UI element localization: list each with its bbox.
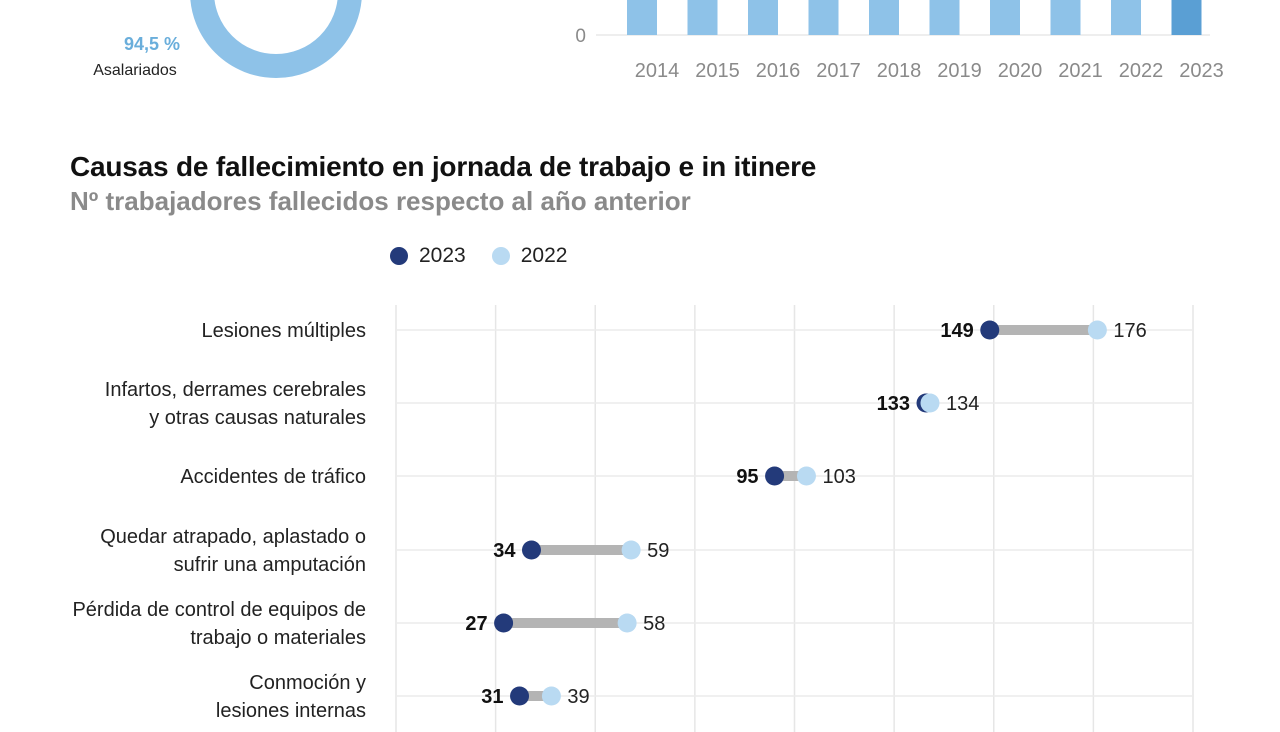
- year-tick-2023: 2023: [1179, 60, 1224, 82]
- year-tick-2021: 2021: [1058, 60, 1103, 82]
- year-tick-2020: 2020: [998, 60, 1043, 82]
- value-label-2022: 39: [567, 686, 589, 708]
- chart-title: Causas de fallecimiento en jornada de tr…: [70, 151, 817, 182]
- year-tick-2017: 2017: [816, 60, 861, 82]
- year-bar-2021: [1050, 0, 1081, 35]
- year-bar-2016: [748, 0, 778, 35]
- category-label: Infartos, derrames cerebrales y otras cau…: [105, 379, 366, 429]
- year-tick-2015: 2015: [695, 60, 740, 82]
- chart-subtitle: Nº trabajadores fallecidos respecto al a…: [70, 186, 691, 216]
- point-2022: [920, 393, 940, 413]
- legend-dot-2022: [491, 247, 510, 265]
- legend: 2023 2022: [390, 244, 593, 268]
- year-bar-2020: [990, 0, 1020, 35]
- point-2023: [494, 613, 514, 633]
- value-label-2023: 95: [736, 466, 758, 488]
- year-bar-2018: [869, 0, 899, 35]
- legend-label-2022: 2022: [520, 244, 568, 267]
- year-bar-2022: [1111, 0, 1141, 35]
- donut-ring: [190, 0, 362, 78]
- year-tick-2018: 2018: [877, 60, 922, 82]
- donut-label: Asalariados: [93, 62, 177, 79]
- category-label: Pérdida de control de equipos de trabajo …: [72, 599, 366, 649]
- yearly-bar-chart: 0 2014 2015 2016 2017 2018 2019 2020 2021 2022 202…: [575, 0, 1224, 82]
- value-label-2022: 176: [1113, 320, 1146, 342]
- year-bar-2023: [1171, 0, 1202, 35]
- category-label: Conmoción y lesiones internas: [216, 672, 366, 722]
- point-2022: [617, 613, 637, 633]
- point-2023: [510, 686, 530, 706]
- donut-percent-label: 94,5 %: [123, 34, 181, 54]
- value-label-2022: 59: [647, 540, 669, 562]
- year-tick-2022: 2022: [1119, 60, 1164, 82]
- legend-dot-2023: [390, 247, 408, 265]
- year-bar-2015: [687, 0, 718, 35]
- value-label-2022: 134: [946, 393, 979, 415]
- value-label-2022: 103: [822, 466, 855, 488]
- point-2023: [980, 320, 1000, 340]
- donut-chart: [190, 0, 362, 78]
- value-label-2023: 31: [481, 686, 503, 708]
- legend-item-2023: 2023: [390, 244, 466, 268]
- value-label-2023: 149: [940, 320, 973, 342]
- legend-item-2022: 2022: [491, 244, 568, 268]
- dumbbell-chart: Lesiones múltiples 149 176 Infartos, derram…: [72, 305, 1194, 732]
- point-2022: [796, 466, 816, 486]
- year-tick-2019: 2019: [937, 60, 982, 82]
- value-label-2023: 34: [493, 540, 516, 562]
- legend-label-2023: 2023: [419, 244, 466, 267]
- point-2023: [521, 540, 541, 560]
- point-2022: [621, 540, 641, 560]
- category-label: Accidentes de tráfico: [180, 466, 366, 488]
- point-2022: [1087, 320, 1107, 340]
- year-tick-2014: 2014: [635, 60, 680, 82]
- category-label: Lesiones múltiples: [201, 320, 366, 342]
- point-2023: [765, 466, 785, 486]
- year-bar-2014: [627, 0, 657, 35]
- value-label-2023: 133: [877, 393, 910, 415]
- year-bar-2017: [808, 0, 839, 35]
- value-label-2023: 27: [465, 613, 487, 635]
- year-tick-2016: 2016: [756, 60, 801, 82]
- point-2022: [541, 686, 561, 706]
- bar-axis-zero-tick: 0: [575, 26, 586, 47]
- category-label: Quedar atrapado, aplastado o sufrir una a…: [100, 526, 366, 576]
- value-label-2022: 58: [643, 613, 665, 635]
- year-bar-2019: [929, 0, 960, 35]
